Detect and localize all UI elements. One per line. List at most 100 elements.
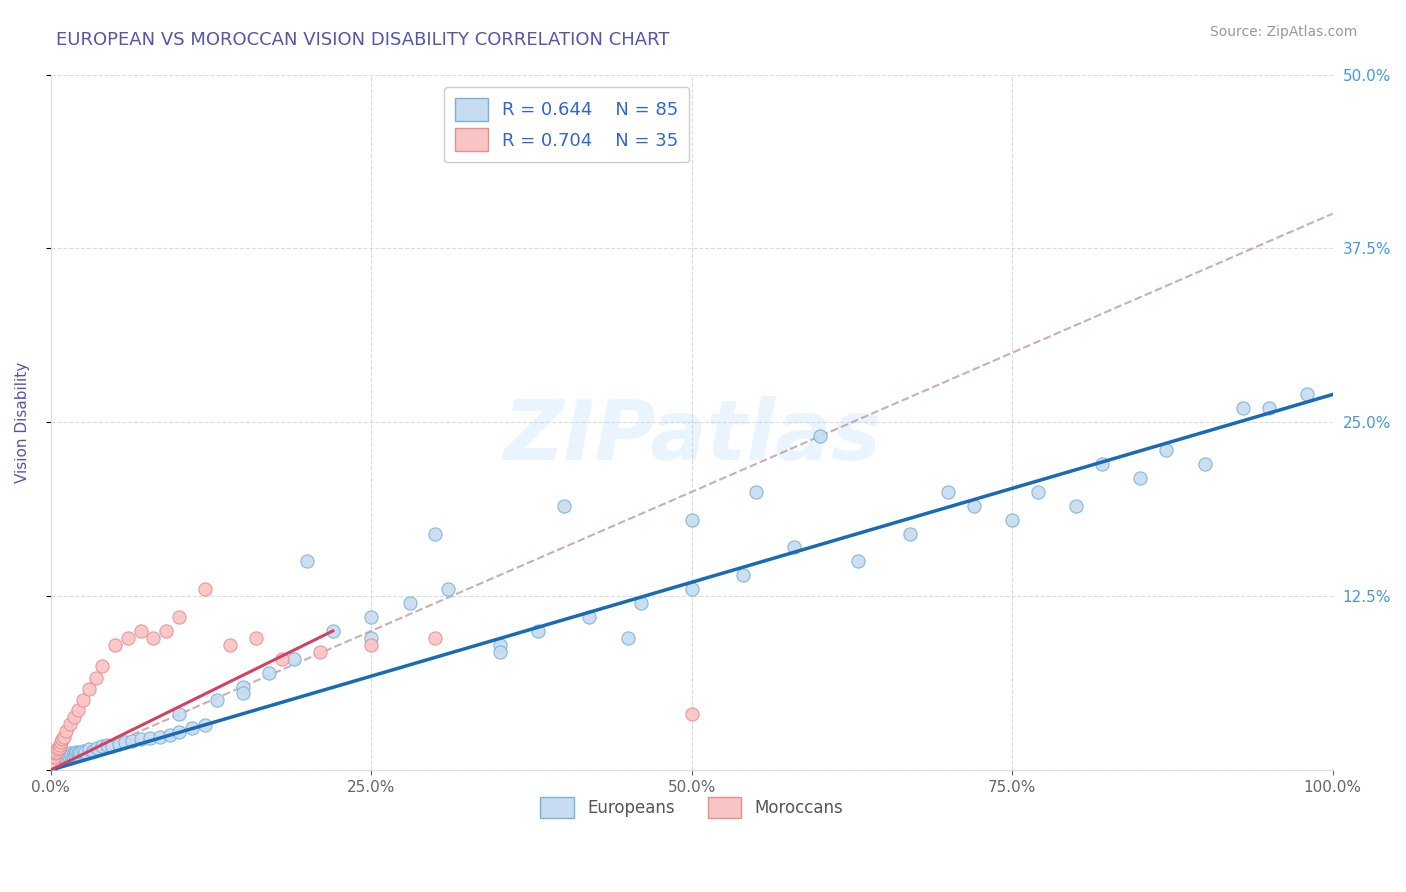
Point xyxy=(245,631,267,645)
Point xyxy=(360,610,382,624)
Point xyxy=(72,693,94,707)
Point xyxy=(65,745,87,759)
Point xyxy=(936,484,959,499)
Point xyxy=(49,749,72,764)
Point xyxy=(1194,457,1216,471)
Point xyxy=(60,747,83,762)
Point xyxy=(963,499,986,513)
Point xyxy=(72,743,94,757)
Point xyxy=(167,610,190,624)
Point xyxy=(1129,471,1152,485)
Point xyxy=(129,624,152,638)
Point xyxy=(69,745,91,759)
Point xyxy=(1066,499,1088,513)
Point xyxy=(79,682,101,697)
Point xyxy=(167,725,190,739)
Point xyxy=(104,638,127,652)
Point xyxy=(194,582,217,597)
Point xyxy=(45,752,67,766)
Point xyxy=(309,645,332,659)
Point xyxy=(117,631,139,645)
Point xyxy=(155,624,177,638)
Point xyxy=(56,747,79,762)
Point xyxy=(75,745,97,759)
Point xyxy=(82,743,104,757)
Point xyxy=(527,624,550,638)
Point xyxy=(67,747,90,762)
Point xyxy=(578,610,600,624)
Point xyxy=(42,757,65,772)
Point xyxy=(91,739,114,754)
Point xyxy=(48,750,70,764)
Point xyxy=(808,429,831,443)
Point xyxy=(681,513,703,527)
Point xyxy=(49,735,72,749)
Point xyxy=(48,740,70,755)
Point xyxy=(488,645,510,659)
Point xyxy=(681,707,703,722)
Text: ZIPatlas: ZIPatlas xyxy=(503,396,880,476)
Point xyxy=(79,742,101,756)
Point xyxy=(283,651,305,665)
Point xyxy=(101,739,124,754)
Point xyxy=(425,631,447,645)
Point xyxy=(51,750,73,764)
Point xyxy=(91,658,114,673)
Point xyxy=(297,554,319,568)
Point xyxy=(257,665,280,680)
Point xyxy=(219,638,242,652)
Point xyxy=(96,738,118,752)
Point xyxy=(44,753,66,767)
Point xyxy=(848,554,870,568)
Point xyxy=(86,740,108,755)
Point xyxy=(159,728,181,742)
Point xyxy=(1026,484,1049,499)
Point xyxy=(398,596,420,610)
Point xyxy=(129,732,152,747)
Point xyxy=(121,733,143,747)
Point xyxy=(63,710,86,724)
Point xyxy=(41,756,63,770)
Point xyxy=(138,731,160,745)
Point xyxy=(66,747,89,761)
Point xyxy=(46,753,69,767)
Point xyxy=(59,747,82,761)
Point xyxy=(42,755,65,769)
Point xyxy=(62,749,84,764)
Point xyxy=(55,750,77,764)
Point xyxy=(488,638,510,652)
Text: Source: ZipAtlas.com: Source: ZipAtlas.com xyxy=(1209,25,1357,39)
Point xyxy=(149,730,172,744)
Point xyxy=(44,747,66,761)
Point xyxy=(898,526,921,541)
Point xyxy=(232,680,254,694)
Point xyxy=(630,596,652,610)
Point xyxy=(1296,387,1319,401)
Point xyxy=(783,541,806,555)
Point xyxy=(53,749,76,764)
Legend: Europeans, Moroccans: Europeans, Moroccans xyxy=(534,790,851,824)
Point xyxy=(45,745,67,759)
Point xyxy=(59,717,82,731)
Point xyxy=(42,756,65,770)
Point xyxy=(681,582,703,597)
Point xyxy=(41,756,63,770)
Point xyxy=(1232,401,1254,416)
Point xyxy=(42,750,65,764)
Point xyxy=(51,732,73,747)
Point xyxy=(142,631,165,645)
Point xyxy=(42,755,65,769)
Point xyxy=(167,707,190,722)
Point xyxy=(49,752,72,766)
Point xyxy=(41,759,63,773)
Point xyxy=(1091,457,1114,471)
Point xyxy=(270,651,292,665)
Point xyxy=(733,568,755,582)
Point xyxy=(114,735,136,749)
Point xyxy=(180,721,202,735)
Point xyxy=(1154,443,1177,458)
Point xyxy=(42,749,65,764)
Point xyxy=(52,730,75,744)
Point xyxy=(1001,513,1024,527)
Y-axis label: Vision Disability: Vision Disability xyxy=(15,361,30,483)
